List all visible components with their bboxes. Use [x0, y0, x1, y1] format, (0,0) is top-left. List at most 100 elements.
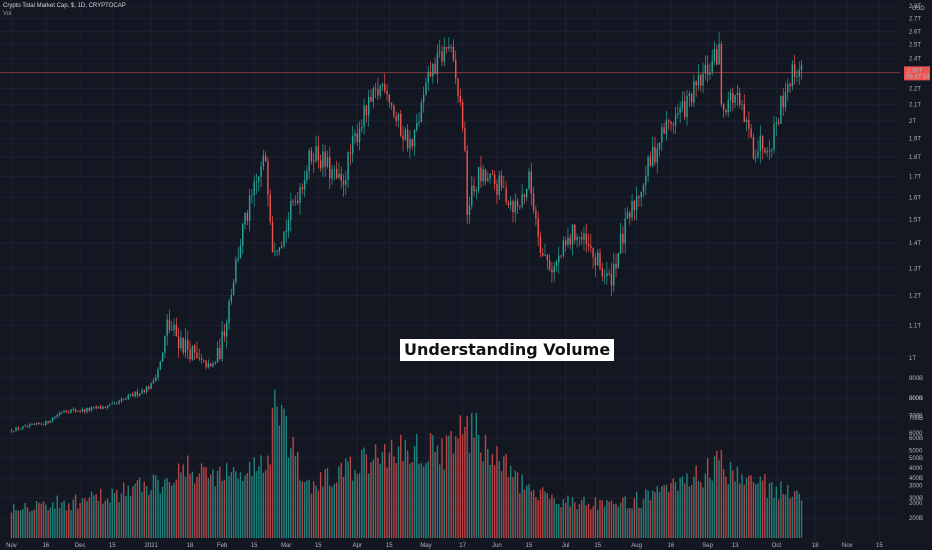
volume-bar: [184, 476, 187, 538]
volume-bar: [242, 480, 244, 538]
volume-bar: [425, 463, 427, 538]
time-tick-label: 13: [732, 543, 739, 549]
volume-bar: [278, 425, 281, 538]
candle-body: [448, 46, 450, 49]
volume-bar: [26, 507, 29, 538]
volume-bar: [351, 480, 354, 538]
volume-bar: [177, 463, 180, 538]
volume-bar: [118, 502, 120, 538]
volume-bar: [356, 474, 358, 538]
time-axis[interactable]: Nov 16 Dec 15 2021 18 Feb 15 Mar 15 Apr 15 May 17 Jun 1…: [6, 543, 883, 549]
candle-body: [569, 237, 571, 245]
candle-body: [475, 190, 478, 192]
volume-bar: [244, 475, 246, 538]
volume-bar: [789, 498, 791, 538]
candle-body: [35, 422, 38, 425]
volume-bar: [771, 482, 773, 538]
time-tick-label: 17: [459, 543, 466, 549]
candle-body: [771, 149, 773, 151]
volume-bar: [269, 464, 271, 538]
candle-body: [127, 395, 129, 399]
volume-bar: [487, 448, 489, 538]
volume-bar: [395, 463, 397, 538]
volume-tick-label: 5000: [909, 449, 923, 455]
candle-body: [635, 196, 638, 211]
volume-bar: [104, 500, 107, 538]
volume-bar: [35, 501, 38, 538]
candle-body: [228, 301, 230, 323]
volume-bar: [551, 494, 553, 538]
price-axis[interactable]: 2.8T2.7T2.6T2.5T2.4T2.3T2.2T2.1T2T1.9T1.…: [909, 4, 923, 522]
price-tick-label: 1.5T: [909, 217, 921, 223]
candle-body: [759, 135, 762, 152]
candle-body: [235, 259, 237, 283]
candle-body: [177, 336, 180, 349]
volume-bar: [187, 455, 189, 538]
volume-bar: [429, 433, 432, 538]
candle-body: [88, 407, 91, 411]
candle-body: [647, 156, 649, 176]
candle-body: [244, 212, 246, 225]
candle-body: [171, 329, 173, 331]
volume-bar: [457, 438, 459, 538]
volume-indicator-label[interactable]: Vol: [3, 11, 12, 17]
candle-body: [583, 233, 585, 240]
volume-bar: [301, 481, 303, 538]
candle-body: [287, 220, 290, 231]
volume-bar: [674, 482, 677, 538]
candle-body: [358, 128, 361, 143]
candle-body: [49, 420, 52, 423]
candle-body: [599, 252, 601, 269]
candle-body: [535, 210, 537, 219]
candle-body: [661, 127, 663, 143]
volume-bar: [209, 474, 212, 538]
candle-body: [409, 138, 411, 149]
volume-bar: [246, 473, 249, 538]
candle-body: [679, 107, 681, 113]
candle-body: [205, 360, 207, 368]
volume-bar: [697, 480, 700, 538]
candle-body: [603, 276, 606, 277]
candle-body: [406, 129, 409, 149]
candle-body: [690, 93, 693, 103]
volume-bar: [688, 486, 691, 538]
candle-body: [695, 81, 697, 86]
candle-body: [70, 409, 72, 413]
volume-bar: [704, 473, 707, 538]
candle-body: [104, 406, 107, 409]
candle-body: [134, 391, 136, 397]
symbol-title[interactable]: Crypto Total Market Cap, $, 1D, CRYPTOCA…: [3, 3, 126, 9]
volume-tick-label: 7000: [909, 414, 923, 420]
last-price-label: 2.30T: [907, 68, 923, 74]
volume-bar: [768, 483, 771, 538]
volume-bar: [299, 480, 301, 538]
volume-bar: [713, 455, 716, 538]
candle-body: [209, 363, 212, 367]
volume-bar: [22, 508, 24, 538]
volume-bar: [468, 452, 471, 538]
candle-body: [395, 116, 397, 121]
candle-body: [688, 93, 691, 96]
candle-body: [445, 47, 448, 49]
candle-body: [203, 359, 205, 361]
volume-bar: [313, 481, 315, 538]
candle-body: [264, 155, 267, 162]
candle-body: [429, 71, 432, 77]
candle-body: [722, 104, 725, 110]
candle-body: [514, 200, 516, 213]
candle-body: [693, 81, 695, 103]
candle-body: [232, 282, 235, 296]
price-tick-label: 2.2T: [909, 86, 921, 92]
volume-bar: [436, 445, 439, 538]
candle-body: [386, 91, 388, 95]
price-tick-label: 1.1T: [909, 323, 921, 329]
volume-bar: [340, 462, 342, 538]
time-tick-label: Nov: [6, 543, 17, 549]
candle-body: [567, 237, 569, 246]
volume-bar: [528, 484, 530, 538]
volume-bar: [42, 501, 45, 538]
volume-bar: [622, 497, 624, 538]
volume-bar: [759, 476, 762, 538]
volume-bar: [402, 460, 404, 538]
